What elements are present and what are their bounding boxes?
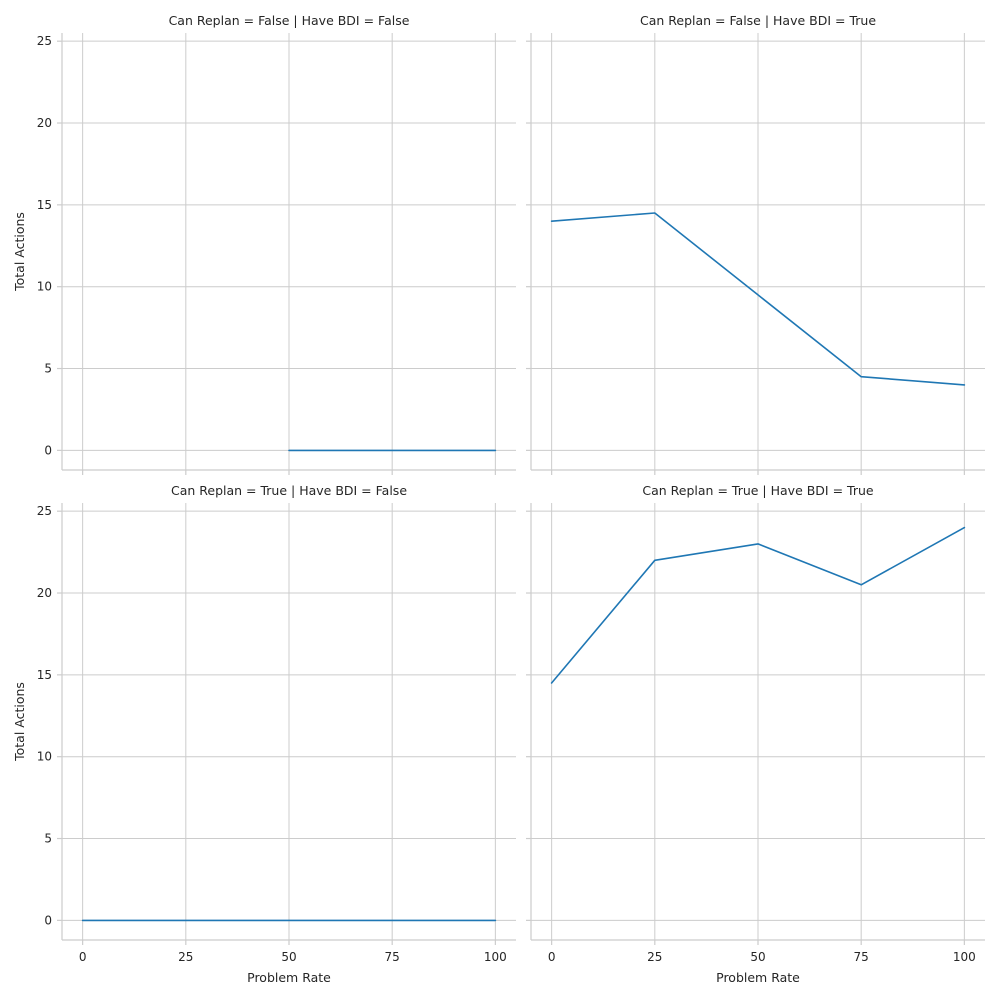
y-axis-label: Total Actions xyxy=(12,682,27,762)
x-axis-label: Problem Rate xyxy=(247,970,331,985)
x-tick-label: 75 xyxy=(854,950,869,964)
y-tick-label: 5 xyxy=(44,832,52,846)
y-tick-label: 15 xyxy=(37,198,52,212)
panel-1: Can Replan = False | Have BDI = False 0 5 1… xyxy=(12,13,516,475)
y-tick-label: 15 xyxy=(37,668,52,682)
y-tick-label: 25 xyxy=(37,34,52,48)
x-tick-label: 0 xyxy=(548,950,556,964)
panel-3: Can Replan = True | Have BDI = False 0 5 10… xyxy=(12,483,516,985)
x-tick-label: 25 xyxy=(178,950,193,964)
x-tick-label: 100 xyxy=(484,950,507,964)
y-tick-label: 5 xyxy=(44,362,52,376)
panel-title: Can Replan = False | Have BDI = False xyxy=(169,13,410,28)
x-tick-label: 50 xyxy=(750,950,765,964)
y-tick-label: 10 xyxy=(37,280,52,294)
series-line xyxy=(550,212,966,386)
x-tick-label: 75 xyxy=(385,950,400,964)
y-tick-label: 0 xyxy=(44,913,52,927)
panel-title: Can Replan = False | Have BDI = True xyxy=(640,13,876,28)
x-axis-label: Problem Rate xyxy=(716,970,800,985)
panel-2: Can Replan = False | Have BDI = True xyxy=(526,13,985,475)
x-tick-label: 100 xyxy=(953,950,976,964)
x-tick-label: 50 xyxy=(281,950,296,964)
y-tick-label: 25 xyxy=(37,504,52,518)
panel-title: Can Replan = True | Have BDI = False xyxy=(171,483,407,498)
y-tick-label: 20 xyxy=(37,586,52,600)
y-tick-label: 10 xyxy=(37,750,52,764)
panel-4: Can Replan = True | Have BDI = True 0 25 50… xyxy=(526,483,985,985)
y-axis-label: Total Actions xyxy=(12,212,27,292)
y-tick-label: 20 xyxy=(37,116,52,130)
x-tick-label: 25 xyxy=(647,950,662,964)
x-tick-label: 0 xyxy=(79,950,87,964)
series-line xyxy=(550,526,966,684)
panel-title: Can Replan = True | Have BDI = True xyxy=(642,483,874,498)
y-tick-label: 0 xyxy=(44,443,52,457)
